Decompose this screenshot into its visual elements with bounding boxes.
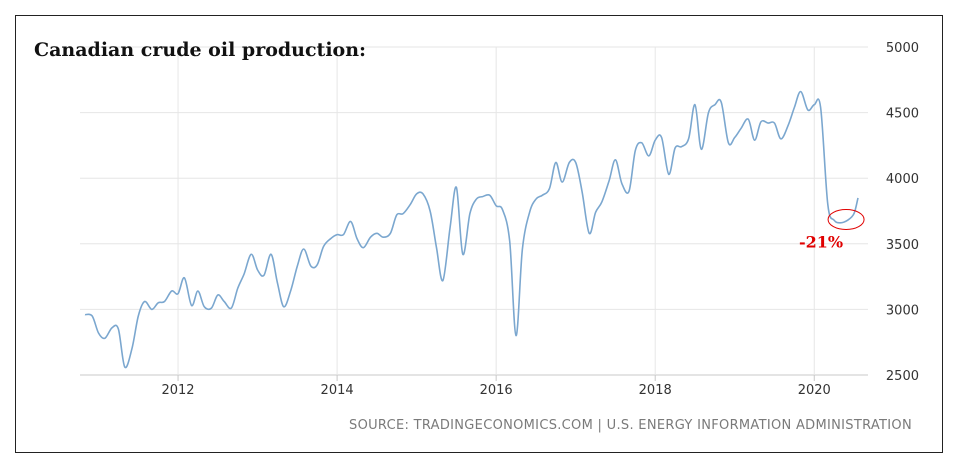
annotation-circle [827, 208, 865, 230]
x-tick-label: 2016 [480, 383, 513, 398]
x-axis-ticks: 2012 2014 2016 2018 2020 [161, 375, 831, 398]
x-tick-label: 2018 [639, 383, 672, 398]
x-tick-label: 2020 [798, 383, 831, 398]
y-axis-ticks: 2500 3000 3500 4000 4500 5000 [886, 41, 919, 384]
y-tick-label: 3500 [886, 238, 919, 253]
y-tick-label: 4000 [886, 172, 919, 187]
source-note: SOURCE: TRADINGECONOMICS.COM | U.S. ENER… [349, 418, 912, 433]
y-tick-label: 4500 [886, 107, 919, 122]
series-line [84, 90, 859, 369]
y-tick-label: 2500 [886, 369, 919, 384]
grid-lines [80, 46, 868, 376]
annotation-label: -21% [799, 232, 843, 251]
x-tick-label: 2012 [161, 383, 194, 398]
y-tick-label: 3000 [886, 303, 919, 318]
chart-frame [15, 15, 943, 453]
y-tick-label: 5000 [886, 41, 919, 56]
chart-title: Canadian crude oil production: [34, 39, 367, 61]
x-tick-label: 2014 [321, 383, 354, 398]
